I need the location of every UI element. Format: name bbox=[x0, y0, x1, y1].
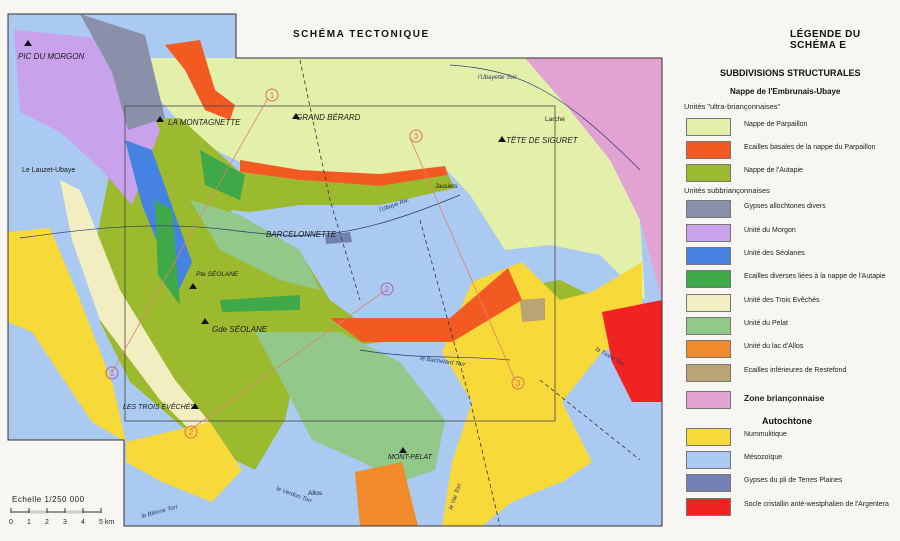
label-pic-du-morgon: PIC DU MORGON bbox=[18, 52, 84, 61]
label-barcelonnette: BARCELONNETTE bbox=[266, 230, 337, 239]
legend-row: Nappe de l'Autapie bbox=[686, 164, 900, 182]
legend-row: Unité des Séolanes bbox=[686, 247, 900, 265]
legend-row: Zone briançonnaise bbox=[686, 391, 900, 409]
parpaillon-nappe bbox=[150, 58, 645, 300]
svg-text:3: 3 bbox=[414, 132, 419, 141]
argentera-crystalline-basement bbox=[602, 300, 662, 402]
legend-swatch bbox=[686, 340, 731, 358]
legend-heading: SUBDIVISIONS STRUCTURALES bbox=[720, 68, 861, 78]
section-marker-1: 1 1 bbox=[105, 88, 279, 380]
terres-plaines-gypsum bbox=[325, 232, 352, 244]
svg-text:2: 2 bbox=[385, 285, 390, 294]
briançonnais-zone bbox=[525, 58, 662, 300]
legend-swatch bbox=[686, 118, 731, 136]
tectonic-map: PIC DU MORGON LA MONTAGNETTE GRAND BÉRAR… bbox=[7, 13, 663, 527]
label-mont-pelat: MONT-PELAT bbox=[388, 454, 433, 461]
scale-ruler bbox=[10, 508, 102, 514]
legend-swatch bbox=[686, 164, 731, 182]
legend-group-subbri: Unités subbriançonnaises bbox=[684, 186, 770, 195]
fault-line bbox=[299, 59, 361, 301]
cross-section-line-1 bbox=[111, 97, 269, 373]
label-ubayette: l'Ubayette Torr bbox=[478, 75, 518, 81]
legend-swatch bbox=[686, 294, 731, 312]
label-grand-berard: GRAND BÉRARD bbox=[296, 113, 361, 122]
label-la-montagnette: LA MONTAGNETTE bbox=[168, 118, 241, 127]
legend-nappe-title: Nappe de l'Embrunais-Ubaye bbox=[730, 87, 841, 96]
legend-row: Unité du lac d'Allos bbox=[686, 340, 900, 358]
svg-text:2: 2 bbox=[189, 428, 194, 437]
legend-swatch bbox=[686, 224, 731, 242]
label-allos: Allos bbox=[308, 490, 323, 497]
nummulitic bbox=[126, 422, 242, 502]
legend-swatch bbox=[686, 498, 731, 516]
legend-row: Socle cristallin anté-westphalien de l'A… bbox=[686, 498, 900, 516]
river-ubaye bbox=[19, 194, 461, 239]
lac-allos-unit bbox=[355, 462, 418, 526]
autapie-related-scales bbox=[200, 150, 245, 200]
legend-row: Ecailles inférieures de Restefond bbox=[686, 364, 900, 382]
fault-line bbox=[539, 379, 641, 461]
parpaillon-basal-scales bbox=[330, 268, 522, 342]
label-pte-seolane: Pte SÉOLANE bbox=[196, 269, 239, 278]
river-bachelard bbox=[359, 349, 511, 361]
map-border bbox=[7, 13, 663, 527]
river-ubayette bbox=[449, 64, 641, 171]
nummulitic bbox=[8, 228, 126, 442]
scale-bar: Echelle 1/250 000 0 1 2 3 4 5 km bbox=[9, 495, 115, 526]
legend-row: Mésozoïque bbox=[686, 451, 900, 469]
legend-row: Gypses du pli de Terres Plaines bbox=[686, 474, 900, 492]
cross-section-line-2 bbox=[189, 289, 387, 431]
legend-swatch bbox=[686, 247, 731, 265]
section-marker-2: 2 2 bbox=[184, 282, 394, 439]
pelat-unit bbox=[190, 200, 320, 290]
pelat-unit bbox=[255, 332, 445, 482]
parpaillon-basal-scales bbox=[165, 40, 235, 120]
legend-row: Ecailles basales de la nappe du Parpaill… bbox=[686, 141, 900, 159]
legend-swatch bbox=[686, 474, 731, 492]
svg-text:3: 3 bbox=[516, 379, 521, 388]
detail-frame bbox=[124, 105, 556, 422]
legend-row: Unité du Pelat bbox=[686, 317, 900, 335]
restefond-scales bbox=[520, 298, 545, 322]
label-le-lauzet-ubaye: Le Lauzet-Ubaye bbox=[22, 167, 75, 174]
legend-swatch bbox=[686, 391, 731, 409]
cross-section-line-3 bbox=[409, 137, 516, 381]
legend-swatch bbox=[686, 428, 731, 446]
legend-row: Unité des Trois Evêchés bbox=[686, 294, 900, 312]
legend-swatch bbox=[686, 317, 731, 335]
legend-swatch bbox=[686, 270, 731, 288]
legend-row: Nappe de Parpaillon bbox=[686, 118, 900, 136]
label-tete-de-siguret: TÊTE DE SIGURET bbox=[506, 136, 579, 145]
legend-row: Ecailles diverses liées à la nappe de l'… bbox=[686, 270, 900, 288]
parpaillon-basal-scales bbox=[240, 160, 448, 186]
autapie-nappe bbox=[98, 118, 455, 470]
autapie-related-scales bbox=[220, 295, 300, 312]
label-les-trois-eveches: LES TROIS ÉVÊCHÉS bbox=[123, 402, 195, 411]
svg-text:1: 1 bbox=[110, 369, 115, 378]
scale-title: Echelle 1/250 000 bbox=[12, 495, 85, 504]
map-title: SCHÉMA TECTONIQUE bbox=[293, 29, 430, 40]
legend-swatch bbox=[686, 141, 731, 159]
label-gde-seolane: Gde SÉOLANE bbox=[212, 325, 268, 334]
legend-swatch bbox=[686, 451, 731, 469]
legend-row: Nummulitique bbox=[686, 428, 900, 446]
trois-eveches-unit bbox=[60, 180, 212, 440]
legend-title: LÉGENDE DU SCHÉMA E bbox=[790, 29, 861, 51]
legend-row: Gypses allochtones divers bbox=[686, 200, 900, 218]
legend-swatch bbox=[686, 200, 731, 218]
legend-row: Unité du Morgon bbox=[686, 224, 900, 242]
allochthonous-gypsum bbox=[80, 14, 165, 130]
legend-swatch bbox=[686, 364, 731, 382]
nummulitic bbox=[442, 262, 642, 526]
legend-group-ultra: Unités "ultra-briançonnaises" bbox=[684, 102, 781, 111]
autapie-related-scales bbox=[155, 200, 180, 305]
legend-autochtone-title: Autochtone bbox=[762, 416, 812, 426]
fault-line bbox=[419, 219, 501, 526]
label-jausiers: Jausiers bbox=[435, 184, 457, 190]
label-larche: Larche bbox=[545, 116, 565, 123]
peak-markers bbox=[24, 40, 506, 453]
section-marker-3: 3 3 bbox=[409, 129, 525, 390]
svg-text:1: 1 bbox=[270, 91, 275, 100]
